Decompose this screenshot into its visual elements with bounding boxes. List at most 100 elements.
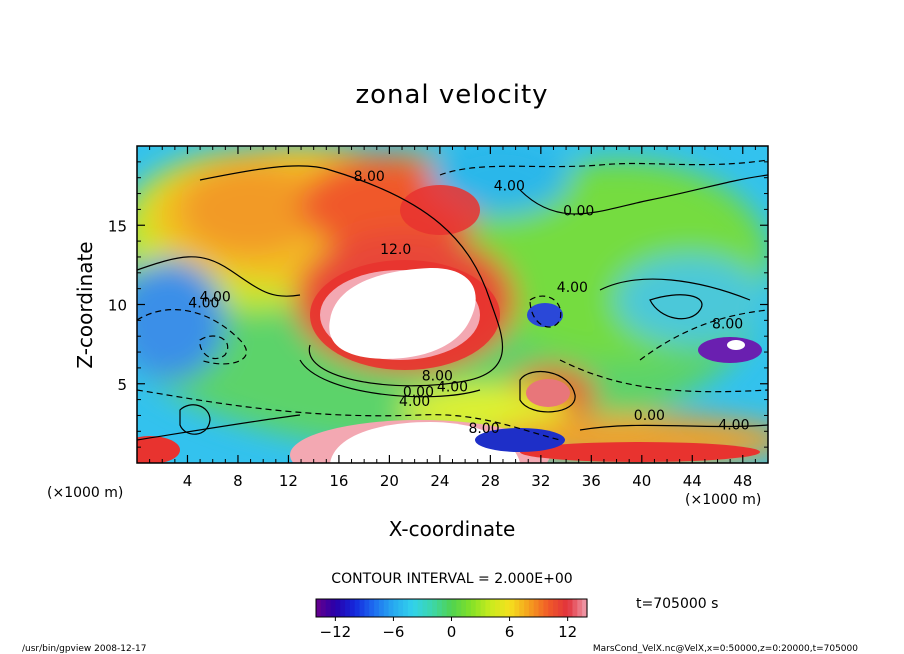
contour-label: 4.00 — [557, 280, 588, 296]
contour-label: 12.0 — [380, 242, 411, 258]
colorbar-segment — [456, 599, 462, 617]
contour-line — [519, 174, 768, 215]
field-region — [527, 303, 563, 327]
colorbar-segment — [490, 599, 496, 617]
contour-line-dashed — [529, 295, 562, 328]
field-region — [698, 337, 762, 363]
colorbar-segment — [432, 599, 438, 617]
colorbar-segment — [538, 599, 545, 617]
colorbar-segment — [495, 599, 501, 617]
colorbar-segment — [412, 599, 419, 617]
contour-line — [519, 371, 576, 413]
colorbar-segment — [528, 599, 535, 617]
x-tick-label: 20 — [380, 472, 399, 490]
y-tick-label: 5 — [117, 376, 127, 394]
colorbar-segment — [557, 599, 564, 617]
x-tick-label: 40 — [632, 472, 651, 490]
colorbar-segment — [436, 599, 443, 617]
colorbar-segment — [582, 599, 588, 617]
colorbar-segment — [417, 599, 424, 617]
colorbar-segment — [466, 599, 472, 617]
colorbar-segment — [514, 599, 520, 617]
colorbar-tick-label: 0 — [447, 623, 457, 641]
x-unit-left: (×1000 m) — [47, 485, 123, 501]
colorbar-segment — [485, 599, 491, 617]
colorbar-segment — [349, 599, 356, 617]
contour-line-dashed — [559, 359, 768, 393]
colorbar-segment — [533, 599, 540, 617]
contour-line-dashed — [439, 159, 768, 176]
contour-line-dashed — [639, 309, 768, 361]
x-unit-right: (×1000 m) — [685, 492, 761, 508]
chart-title: zonal velocity — [355, 80, 548, 110]
colorbar-segment — [330, 599, 336, 617]
colorbar-segment — [441, 599, 448, 617]
colorbar-segment — [475, 599, 482, 617]
colorbar-segment — [316, 599, 322, 617]
colorbar-segment — [499, 599, 506, 617]
colorbar-tick-label: 12 — [558, 623, 577, 641]
contour-interval: CONTOUR INTERVAL = 2.000E+00 — [331, 571, 572, 587]
white-region-upper — [329, 267, 476, 359]
contour-label: 8.00 — [712, 316, 743, 332]
colorbar-segment — [572, 599, 578, 617]
colorbar-segment — [577, 599, 583, 617]
colorbar-segment — [470, 599, 477, 617]
contour-line — [137, 256, 301, 297]
x-tick-label: 32 — [531, 472, 550, 490]
field-region — [615, 255, 765, 345]
contour-line — [579, 424, 768, 431]
x-axis-ticks: 4 8 12 16 20 24 28 32 36 40 44 48 — [149, 146, 756, 490]
colorbar-segment — [364, 599, 370, 617]
contour-line-dashed — [137, 309, 247, 365]
colorbar-segment — [427, 599, 433, 617]
contour-label: 4.00 — [494, 178, 525, 194]
contour-label: 0.00 — [634, 408, 665, 424]
field-region — [137, 260, 225, 380]
time-label: t=705000 s — [636, 596, 718, 612]
x-axis-label: X-coordinate — [389, 517, 516, 541]
field-region — [727, 340, 745, 350]
colorbar-tick-label: −12 — [320, 623, 352, 641]
colorbar-segment — [548, 599, 554, 617]
contour-label: 4.00 — [399, 394, 430, 410]
contour-label: 8.00 — [468, 421, 499, 437]
colorbar-segment — [543, 599, 549, 617]
contour-line-dashed — [199, 335, 229, 360]
contour-label: 4.00 — [718, 418, 749, 434]
contour-label: 0.00 — [563, 204, 594, 220]
colorbar-segment — [461, 599, 467, 617]
x-tick-label: 24 — [430, 472, 449, 490]
y-axis-label: Z-coordinate — [73, 241, 97, 368]
contour-line — [649, 294, 703, 320]
colorbar-tick-label: −6 — [382, 623, 404, 641]
contour-line — [179, 404, 211, 435]
contour-labels: 8.0012.04.004.004.000.004.008.008.004.00… — [188, 169, 749, 437]
colorbar-segment — [446, 599, 453, 617]
contour-label: 4.00 — [188, 296, 219, 312]
colorbar-segment — [388, 599, 395, 617]
footer-right: MarsCond_VelX.nc@VelX,x=0:50000,z=0:2000… — [593, 644, 858, 654]
colorbar-segment — [398, 599, 404, 617]
colorbar-ticks: −12 −6 0 6 12 — [320, 617, 577, 641]
x-tick-label: 28 — [481, 472, 500, 490]
contour-label: 4.00 — [200, 289, 231, 305]
x-tick-label: 4 — [183, 472, 193, 490]
colorbar-segment — [354, 599, 361, 617]
white-region-lower — [330, 422, 520, 463]
colorbar-segment — [345, 599, 351, 617]
contour-label: 4.00 — [437, 380, 468, 396]
colorbar-segment — [403, 599, 409, 617]
colorbar-segment — [553, 599, 559, 617]
colorbar-segment — [524, 599, 530, 617]
colorbar-segment — [320, 599, 327, 617]
colorbar-segment — [335, 599, 341, 617]
colorbar-segment — [383, 599, 390, 617]
field-region — [475, 428, 565, 452]
colorbar-tick-label: 6 — [505, 623, 515, 641]
colorbar-segment — [340, 599, 346, 617]
colorbar-segment — [480, 599, 486, 617]
contour-line — [199, 165, 491, 301]
colorbar-segment — [369, 599, 375, 617]
